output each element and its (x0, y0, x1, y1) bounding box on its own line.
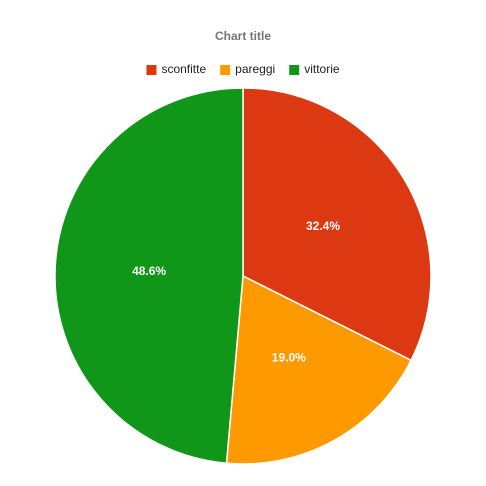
legend-label: sconfitte (161, 62, 206, 76)
legend-label: vittorie (304, 62, 340, 76)
legend-swatch (146, 65, 157, 75)
legend: sconfitte pareggi vittorie (146, 62, 340, 76)
legend-label: pareggi (235, 62, 275, 76)
chart-title: Chart title (215, 29, 271, 43)
pie-slice (54, 87, 244, 465)
legend-swatch (289, 65, 300, 75)
pie-slice (225, 274, 413, 465)
legend-swatch (220, 65, 231, 75)
data-label: 32.4% (306, 219, 340, 233)
data-label: 19.0% (272, 350, 306, 364)
data-label: 48.6% (132, 264, 166, 278)
pie-slice (242, 87, 432, 362)
